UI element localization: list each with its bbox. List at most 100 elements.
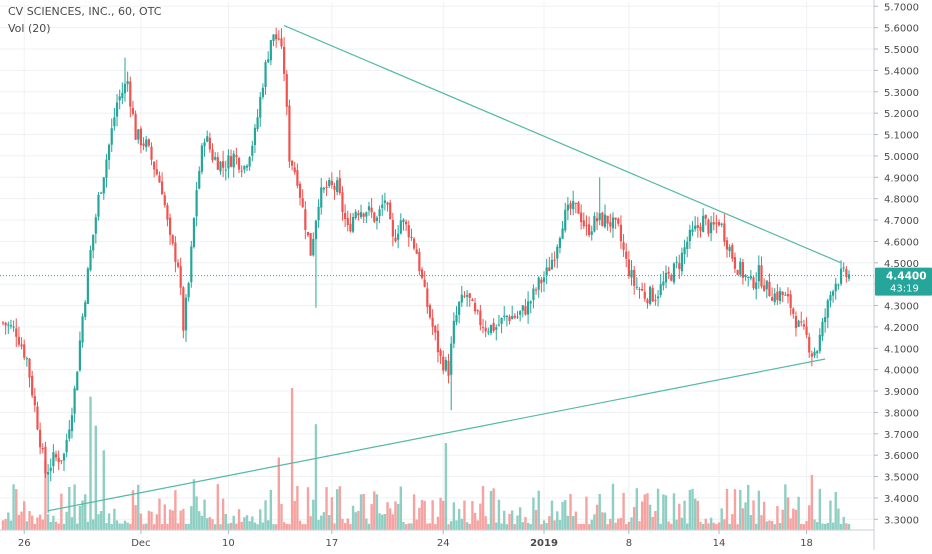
candle-body [667,271,670,274]
candle-body [402,219,405,222]
candle-body [468,293,471,298]
candle-body [182,287,185,331]
volume-bar [635,488,639,530]
volume-bar [638,521,641,530]
candle-body [712,222,715,225]
candle-body [744,275,747,278]
candle-body [206,136,209,142]
candle-body [436,330,440,353]
volume-bar [484,516,487,530]
volume-bar [643,494,646,530]
candle-body [176,262,180,267]
candle-body [70,415,74,432]
candle-body [7,324,10,326]
candle-body [686,241,689,249]
price-tick-label: 4.9000 [884,173,919,184]
volume-bar [707,523,710,530]
volume-bar [123,520,127,530]
chart-legend: CV SCIENCES, INC., 60, OTC Vol (20) [8,3,161,37]
candle-body [330,180,333,185]
volume-bar [452,502,456,530]
volume-bar [447,524,450,530]
candle-body [171,235,174,244]
candle-body [370,207,373,213]
volume-bar [625,524,628,530]
candle-body [325,186,328,188]
candle-body [540,279,543,284]
candle-body [280,38,283,47]
candle-body [15,328,18,337]
candle-body [648,286,652,304]
candle-body [707,219,710,234]
candle-body [20,344,23,347]
candle-body [219,161,222,172]
volume-bar [505,524,509,530]
volume-bar [420,499,424,530]
volume-bar [243,517,246,530]
volume-bar [431,500,434,530]
volume-bar [614,522,617,530]
volume-bar [134,505,137,530]
volume-bar [789,518,792,530]
volume-bar [328,515,331,530]
candle-body [198,171,201,189]
volume-bar [54,521,58,530]
volume-bar [375,494,379,530]
candle-body [139,128,143,146]
candle-body [256,117,259,129]
price-tick-label: 3.5000 [884,473,919,484]
candle-body [839,268,843,284]
candle-body [235,155,238,157]
candle-body [17,336,21,345]
volume-bar [662,494,665,530]
volume-bar [778,523,782,530]
volume-bar [752,500,755,530]
candle-body [442,356,445,371]
candle-body [126,81,129,85]
volume-bar [457,508,461,530]
candle-body [635,286,638,288]
candlestick-series [1,27,851,513]
candle-body [757,265,760,282]
volume-bar [831,522,835,530]
volume-bar [301,524,304,530]
candle-body [683,247,686,255]
volume-bar [781,509,784,530]
volume-bar [577,523,580,530]
volume-bar [548,516,551,530]
candle-body [842,267,845,269]
volume-bar [476,520,479,530]
volume-bar [579,523,583,530]
volume-bar [38,514,42,530]
volume-indicator-label: Vol (20) [8,22,51,35]
volume-bar [110,524,113,530]
volume-bar [304,524,307,530]
symbol-title: CV SCIENCES, INC., 60, OTC [8,5,162,18]
candle-body [134,113,137,140]
volume-bar [646,493,649,530]
volume-bar [672,493,676,530]
volume-bar [744,502,747,530]
volume-bar [455,520,458,530]
volume-bar [686,523,689,530]
candle-body [378,209,381,217]
candle-body [33,395,36,406]
volume-bar [224,513,227,530]
volume-bar [426,523,429,530]
candle-body [521,305,524,311]
price-tick-label: 4.3000 [884,302,919,313]
volume-bar [105,523,108,530]
volume-bar [537,490,540,530]
candle-body [566,204,569,211]
candle-body [792,308,795,314]
volume-bar [495,522,498,530]
candle-body [341,192,344,212]
candle-body [78,340,82,371]
candle-body [699,226,702,231]
price-tick-label: 4.1000 [884,344,919,355]
candle-body [704,214,707,219]
volume-bar [213,524,217,530]
